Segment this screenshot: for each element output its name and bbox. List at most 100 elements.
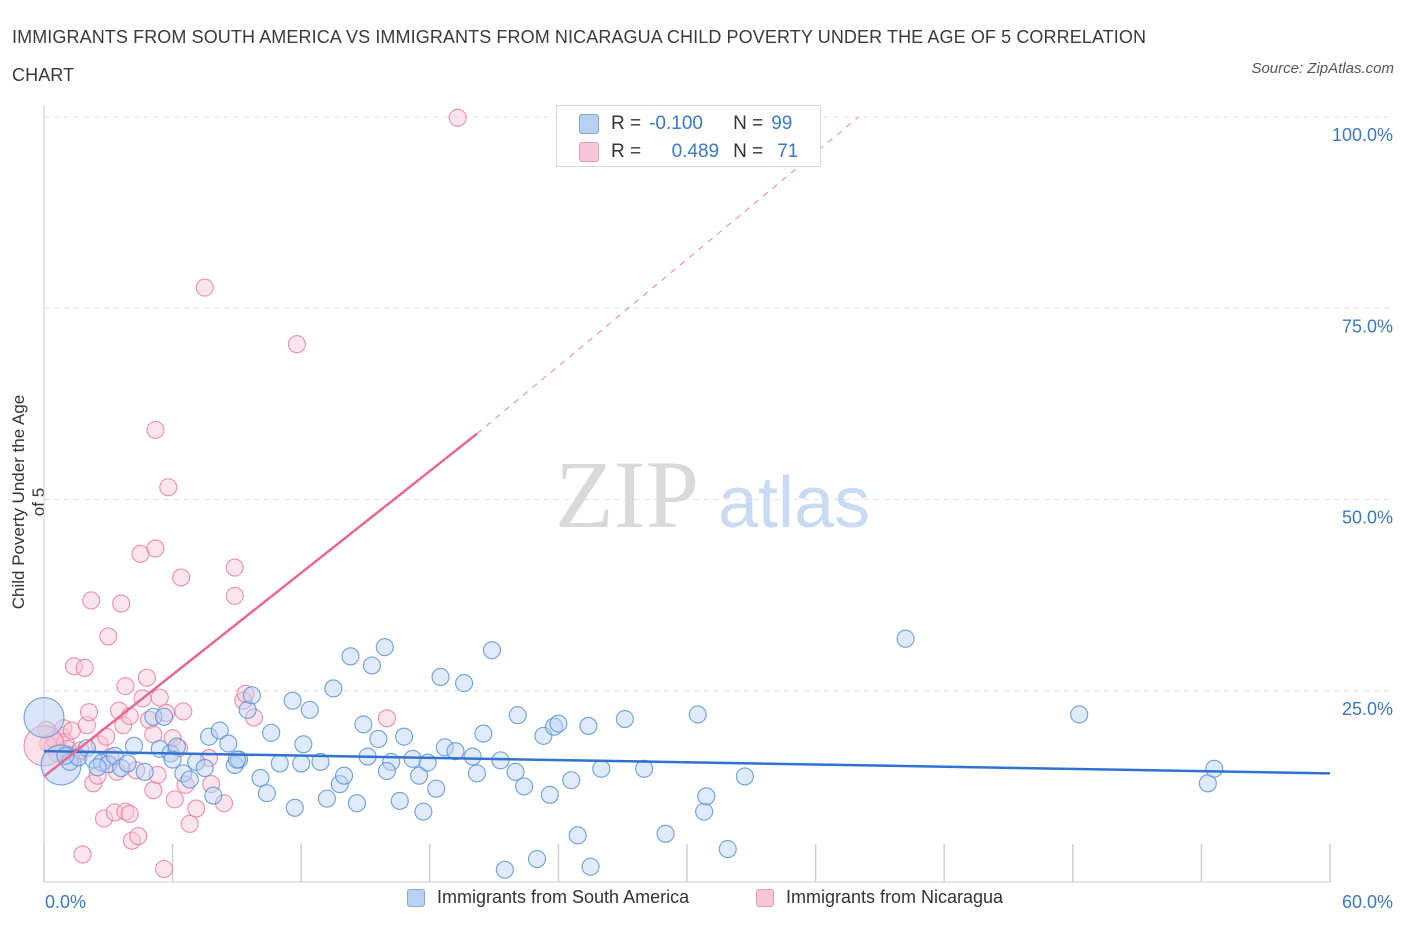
data-point xyxy=(251,768,270,788)
data-point xyxy=(163,750,182,769)
legend-swatch-blue xyxy=(407,888,425,907)
y-tick-label: 75.0% xyxy=(1342,316,1393,336)
data-point xyxy=(347,794,366,813)
data-point xyxy=(735,767,754,786)
data-point xyxy=(579,716,598,735)
legend-item-south-america: Immigrants from South America xyxy=(407,887,689,908)
watermark: ZIP atlas xyxy=(555,441,870,548)
data-point xyxy=(154,707,174,726)
data-point xyxy=(120,804,139,823)
data-point xyxy=(135,762,154,781)
data-point xyxy=(463,747,482,766)
data-point xyxy=(292,754,311,773)
chart-title: IMMIGRANTS FROM SOUTH AMERICA VS IMMIGRA… xyxy=(12,27,1147,85)
data-point xyxy=(448,108,467,127)
data-point xyxy=(592,759,611,778)
data-point xyxy=(431,667,450,687)
x-tick-label-min: 0.0% xyxy=(45,892,86,912)
data-point xyxy=(688,705,707,724)
data-point xyxy=(118,754,137,773)
data-point xyxy=(219,734,238,753)
data-point xyxy=(204,786,223,805)
watermark-atlas: atlas xyxy=(718,463,870,543)
data-point xyxy=(165,790,184,809)
data-point xyxy=(94,809,114,828)
data-point xyxy=(354,715,373,734)
data-point xyxy=(180,814,199,833)
data-point xyxy=(540,785,559,804)
r-value: -0.100 xyxy=(649,113,703,134)
data-point xyxy=(88,758,107,777)
nicaragua-points xyxy=(23,108,467,879)
data-point xyxy=(112,758,131,778)
data-point xyxy=(581,857,600,876)
data-point xyxy=(195,758,214,778)
data-point xyxy=(199,727,219,746)
data-point xyxy=(116,677,135,696)
data-point xyxy=(122,831,141,850)
data-point xyxy=(174,702,193,721)
grid-lines xyxy=(44,116,1394,692)
correlation-row-south-america: R = -0.100 N = 99 xyxy=(579,109,792,139)
data-point xyxy=(214,794,234,813)
data-point xyxy=(202,775,221,794)
data-point xyxy=(146,539,165,558)
data-point xyxy=(146,420,165,439)
data-point xyxy=(257,784,276,803)
data-point xyxy=(283,691,302,710)
data-point xyxy=(23,696,65,739)
x-tick-label-max: 60.0% xyxy=(1342,892,1393,912)
data-point xyxy=(568,826,587,845)
n-label: N = xyxy=(733,113,764,134)
data-point xyxy=(377,709,396,728)
data-point xyxy=(180,770,199,789)
r-label: R = xyxy=(611,141,642,162)
data-point xyxy=(506,762,525,781)
data-point xyxy=(1070,705,1089,724)
bottom-legend: Immigrants from South America Immigrants… xyxy=(0,887,1406,917)
data-point xyxy=(482,641,502,660)
data-point xyxy=(75,658,94,677)
data-point xyxy=(635,759,654,778)
data-point xyxy=(695,802,714,821)
data-point xyxy=(377,762,396,781)
data-point xyxy=(159,478,178,497)
data-point xyxy=(562,771,581,790)
data-point xyxy=(144,707,163,726)
data-point xyxy=(195,278,214,297)
data-point xyxy=(435,738,454,757)
n-value: 71 xyxy=(777,141,799,162)
n-label: N = xyxy=(733,141,764,162)
data-point xyxy=(615,710,634,729)
data-point xyxy=(390,791,409,810)
trend-line xyxy=(43,432,478,778)
data-point xyxy=(124,736,144,755)
data-point xyxy=(242,686,261,705)
trend-lines xyxy=(43,116,1331,778)
data-point xyxy=(427,779,446,798)
y-tick-label: 50.0% xyxy=(1342,508,1393,528)
data-point xyxy=(236,684,255,703)
data-point xyxy=(131,544,150,563)
data-point xyxy=(495,860,514,879)
data-point xyxy=(324,679,343,698)
data-point xyxy=(225,586,244,605)
data-point xyxy=(225,558,244,577)
data-point xyxy=(369,729,388,748)
data-point xyxy=(112,594,131,613)
data-point xyxy=(114,716,133,735)
data-point xyxy=(234,691,253,710)
data-point xyxy=(330,775,349,794)
legend-label: Immigrants from Nicaragua xyxy=(786,887,1004,907)
y-tick-label: 100.0% xyxy=(1332,125,1393,145)
data-point xyxy=(474,724,493,743)
data-point xyxy=(287,335,306,354)
data-point xyxy=(410,766,429,785)
data-point xyxy=(311,752,330,771)
data-point xyxy=(718,840,737,859)
y-tick-label: 25.0% xyxy=(1342,699,1393,719)
legend-label: Immigrants from South America xyxy=(437,887,690,907)
data-point xyxy=(527,849,547,869)
data-point xyxy=(238,700,257,719)
trend-line xyxy=(43,749,1331,775)
